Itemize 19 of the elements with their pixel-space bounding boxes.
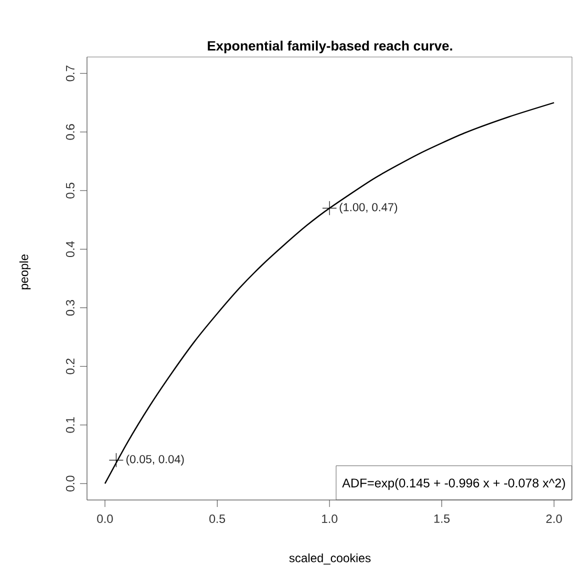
y-tick-label: 0.4 <box>66 241 74 258</box>
x-tick-label: 1.0 <box>322 514 338 524</box>
y-tick-label: 0.6 <box>66 124 74 140</box>
y-tick-label: 0.5 <box>66 182 74 198</box>
y-tick-label: 0.0 <box>66 476 74 492</box>
y-axis-title: people <box>19 254 31 290</box>
x-tick-label: 0.5 <box>209 514 226 524</box>
x-axis-title: scaled_cookies <box>289 553 371 565</box>
x-tick-label: 0.0 <box>97 514 113 524</box>
data-label: (1.00, 0.47) <box>340 202 398 214</box>
data-label: (0.05, 0.04) <box>126 454 184 466</box>
y-tick-label: 0.2 <box>66 358 74 374</box>
annotation: ADF=exp(0.145 + -0.996 x + -0.078 x^2) <box>342 478 565 490</box>
chart-title: Exponential family-based reach curve. <box>208 40 452 54</box>
x-tick-label: 2.0 <box>546 514 562 524</box>
y-tick-label: 0.1 <box>66 417 74 433</box>
y-tick-label: 0.3 <box>66 300 74 316</box>
y-tick-label: 0.7 <box>66 66 74 82</box>
x-tick-label: 1.5 <box>434 514 450 523</box>
